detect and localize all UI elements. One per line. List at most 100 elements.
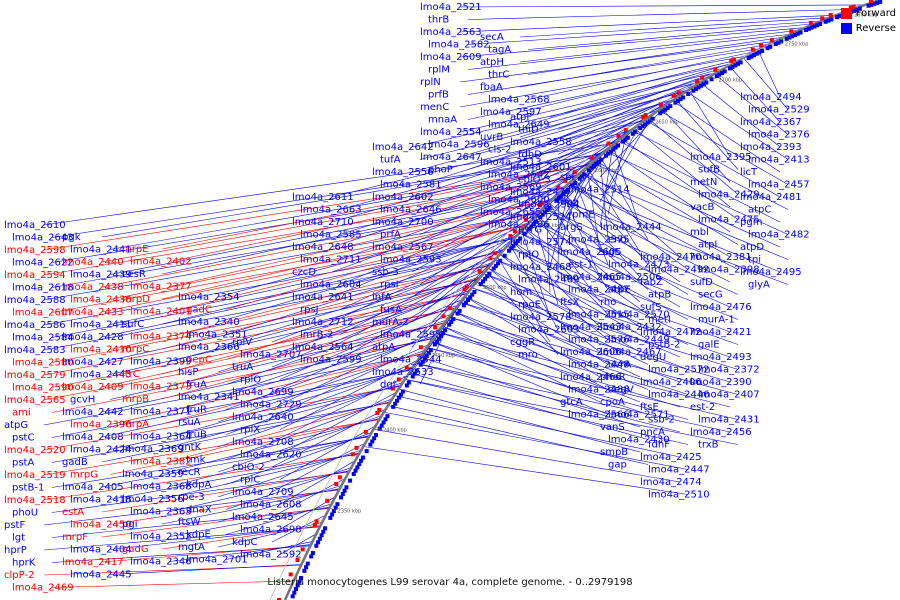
gene-label: lmo4a_2563 <box>420 27 482 38</box>
leader-line <box>467 98 676 170</box>
forward-feature <box>828 13 833 18</box>
leader-line <box>467 33 791 70</box>
gene-label: lmo4a_2438 <box>62 282 124 293</box>
gene-label: lmo4a_2456 <box>690 427 752 438</box>
forward-feature <box>563 178 568 183</box>
gene-label: lmo4a_2596 <box>428 140 490 151</box>
leader-line <box>604 151 789 235</box>
leader-line <box>217 485 342 523</box>
reverse-feature <box>398 392 403 397</box>
gene-label: lmo4a_2405 <box>62 482 124 493</box>
leader-line <box>483 273 731 358</box>
gene-label: lmo4a_2578 <box>510 312 572 323</box>
gene-label: lmo4a_2564 <box>292 342 354 353</box>
reverse-feature <box>693 87 698 92</box>
leader-line <box>543 207 689 295</box>
reverse-feature <box>360 455 365 460</box>
leader-line <box>383 411 689 470</box>
leader-line <box>101 435 370 488</box>
reverse-feature <box>717 72 722 77</box>
gene-label: ssb-3 <box>372 267 399 278</box>
gene-label: vanS <box>600 422 625 433</box>
leader-line <box>169 250 503 337</box>
gene-label: lmo4a_2729 <box>240 400 302 411</box>
reverse-feature <box>404 383 409 388</box>
reverse-feature <box>293 586 298 591</box>
gene-label: lmo4a_2607 <box>12 308 74 319</box>
leader-line <box>556 194 681 283</box>
gene-label: metN <box>690 177 717 188</box>
gene-label: lmo4a_2346 <box>130 557 192 568</box>
gene-label: lmo4a_2566 <box>568 410 630 421</box>
gene-label: lmo4a_2440 <box>62 257 124 268</box>
reverse-feature <box>414 368 419 373</box>
gene-label: gntK <box>178 442 202 453</box>
reverse-feature <box>866 3 871 8</box>
gene-label: lmo4a_2655 <box>480 207 542 218</box>
reverse-feature <box>730 64 735 69</box>
reverse-feature <box>875 0 880 5</box>
gene-label: lmo4a_2707 <box>240 350 302 361</box>
leader-line <box>225 467 352 510</box>
reverse-feature <box>457 308 462 313</box>
gene-label: lmo4a_2609 <box>420 52 482 63</box>
leader-line <box>460 301 731 383</box>
reverse-feature <box>623 137 628 142</box>
reverse-feature <box>317 536 322 541</box>
forward-feature <box>606 141 611 146</box>
leader-line <box>419 91 687 160</box>
leader-line <box>411 235 517 323</box>
gene-label: atpI <box>698 240 717 251</box>
leader-line <box>437 331 681 408</box>
gene-label: ami <box>12 408 31 419</box>
gene-label: lmo4a_2473 <box>608 260 670 271</box>
reverse-feature <box>491 266 496 271</box>
gene-label: cpoA <box>600 397 625 408</box>
leader-line <box>511 240 601 328</box>
leader-line <box>686 91 789 160</box>
reverse-feature <box>613 145 618 150</box>
leader-line <box>459 55 747 108</box>
leader-line <box>631 129 789 210</box>
leader-line <box>279 533 317 555</box>
tick-label: 2450 kbp <box>432 353 456 359</box>
gene-label: lmo4a_2518 <box>4 495 66 506</box>
leader-line <box>169 278 480 362</box>
forward-feature <box>851 4 856 9</box>
forward-feature <box>750 47 755 52</box>
reverse-feature <box>599 157 604 162</box>
reverse-feature <box>554 198 559 203</box>
reverse-feature <box>620 139 625 144</box>
tick-mark <box>529 221 536 226</box>
reverse-feature <box>645 120 650 125</box>
leader-line <box>467 20 821 45</box>
leader-line <box>225 398 393 460</box>
reverse-feature <box>809 25 814 30</box>
gene-label: lmo4a_2418 <box>70 495 132 506</box>
forward-feature <box>375 411 380 416</box>
forward-feature <box>694 78 699 83</box>
reverse-feature <box>673 100 678 105</box>
reverse-feature <box>468 295 473 300</box>
reverse-feature <box>577 176 582 181</box>
forward-feature <box>492 251 497 256</box>
gene-label: lmo4a_2603 <box>518 325 580 336</box>
reverse-feature <box>630 131 635 136</box>
reverse-feature <box>720 70 725 75</box>
reverse-feature <box>829 17 834 22</box>
leader-line <box>279 299 463 380</box>
gene-label: clpP-2 <box>4 570 34 581</box>
leader-line <box>51 508 330 538</box>
reverse-feature <box>855 7 860 12</box>
leader-line <box>411 82 701 148</box>
reverse-feature <box>406 380 411 385</box>
reverse-feature <box>527 226 532 231</box>
leader-line <box>411 100 673 173</box>
leader-line <box>217 262 493 348</box>
gene-label: lmo4a_2443 <box>70 370 132 381</box>
forward-feature <box>820 16 825 21</box>
leader-line <box>51 153 602 238</box>
gene-label: lmo4a_2504 <box>518 200 580 211</box>
gene-label: lmo4a_2567 <box>372 242 434 253</box>
